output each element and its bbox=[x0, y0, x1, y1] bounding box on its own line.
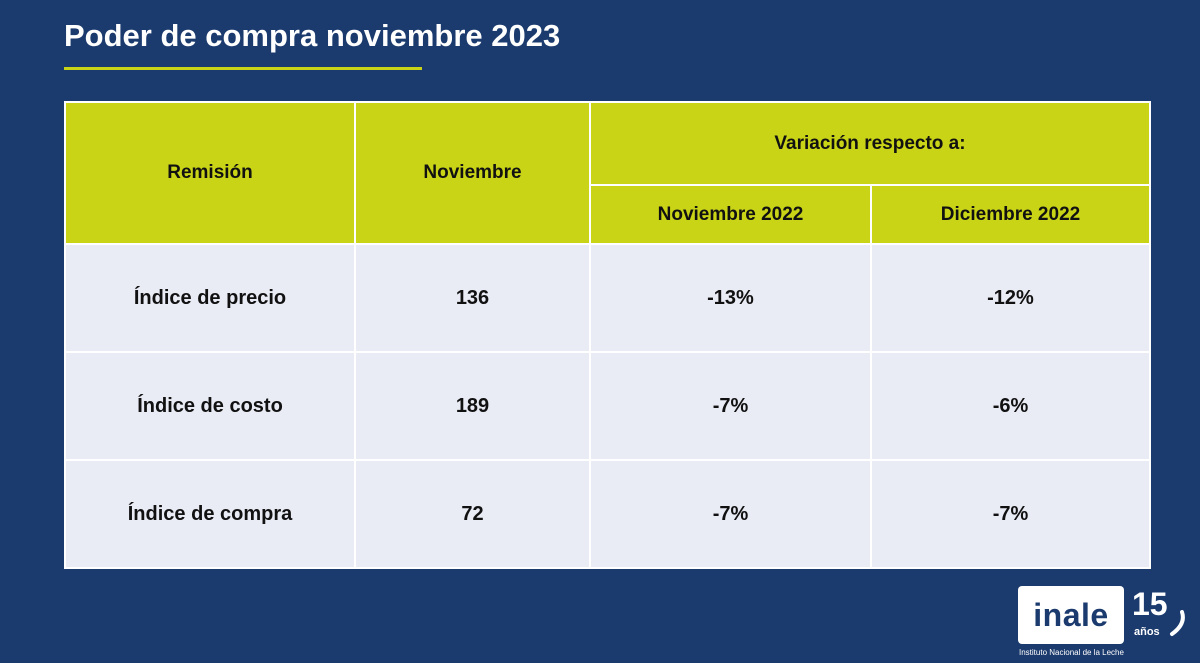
header-noviembre: Noviembre bbox=[354, 101, 591, 245]
row-var-dic-2022: -7% bbox=[870, 459, 1151, 569]
row-var-nov-2022: -7% bbox=[589, 351, 872, 461]
row-var-nov-2022: -13% bbox=[589, 243, 872, 353]
table-row: Índice de compra 72 -7% -7% bbox=[64, 459, 1151, 569]
table-row: Índice de precio 136 -13% -12% bbox=[64, 243, 1151, 353]
row-label: Índice de precio bbox=[64, 243, 356, 353]
logo-tagline: Instituto Nacional de la Leche bbox=[1019, 648, 1124, 657]
table-row: Índice de costo 189 -7% -6% bbox=[64, 351, 1151, 461]
row-noviembre-value: 136 bbox=[354, 243, 591, 353]
row-noviembre-value: 72 bbox=[354, 459, 591, 569]
header-row-top: Remisión Noviembre Variación respecto a: bbox=[64, 101, 1151, 245]
inale-logo: inale bbox=[1018, 586, 1124, 644]
logo-anniversary-number: 15 bbox=[1132, 586, 1168, 622]
purchasing-power-table: Remisión Noviembre Variación respecto a:… bbox=[64, 101, 1151, 569]
header-variacion: Variación respecto a: bbox=[589, 101, 1151, 186]
row-var-nov-2022: -7% bbox=[589, 459, 872, 569]
row-var-dic-2022: -12% bbox=[870, 243, 1151, 353]
page-title: Poder de compra noviembre 2023 bbox=[64, 18, 561, 53]
logo-anniversary-years: años bbox=[1134, 626, 1160, 638]
row-var-dic-2022: -6% bbox=[870, 351, 1151, 461]
header-diciembre-2022: Diciembre 2022 bbox=[870, 184, 1151, 245]
header-row-bottom: Noviembre 2022 Diciembre 2022 bbox=[65, 184, 1151, 245]
row-noviembre-value: 189 bbox=[354, 351, 591, 461]
logo-swoosh-icon bbox=[1170, 610, 1185, 636]
header-remision: Remisión bbox=[64, 101, 356, 245]
row-label: Índice de costo bbox=[64, 351, 356, 461]
row-label: Índice de compra bbox=[64, 459, 356, 569]
header-noviembre-2022: Noviembre 2022 bbox=[589, 184, 872, 245]
title-underline bbox=[64, 67, 422, 70]
logo-word: inale bbox=[1033, 596, 1109, 633]
